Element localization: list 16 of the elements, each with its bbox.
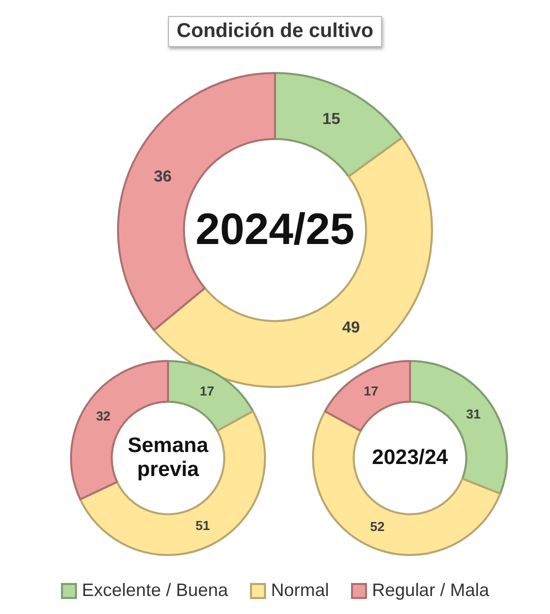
data-label: 32 <box>96 408 111 424</box>
text: Condición de cultivo <box>168 16 382 47</box>
data-label: 36 <box>154 168 172 186</box>
data-label: 31 <box>466 406 481 422</box>
data-label: 17 <box>200 384 214 399</box>
data-label: 15 <box>322 110 340 128</box>
data-label: 17 <box>364 384 378 399</box>
text: 2024/25 <box>195 204 355 256</box>
legend-label: Excelente / Buena <box>82 580 228 601</box>
data-label: 49 <box>342 319 360 336</box>
legend-label: Regular / Mala <box>372 580 490 601</box>
text: Semana previa <box>126 432 210 483</box>
text: 2023/24 <box>371 444 449 471</box>
data-label: 52 <box>370 518 385 534</box>
data-label: 51 <box>196 518 210 533</box>
legend-label: Normal <box>271 580 330 601</box>
